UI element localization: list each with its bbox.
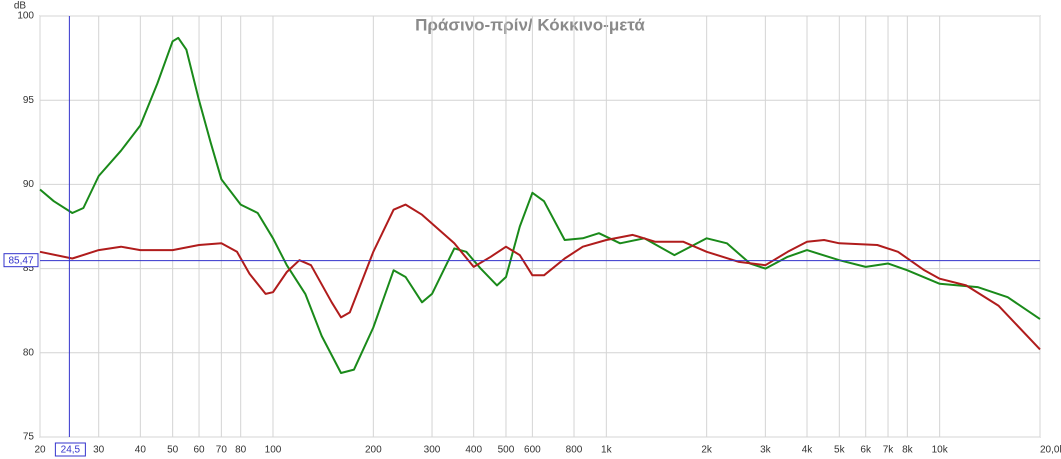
y-tick-label: 75 (23, 432, 35, 443)
x-tick-label: 100 (265, 445, 282, 456)
x-tick-label: 40 (135, 445, 147, 456)
cursor-y-box (3, 253, 39, 268)
chart-title: Πράσινο-πρίν/ Κόκκινο-μετά (415, 15, 645, 34)
x-tick-label: 60 (193, 445, 205, 456)
cursor-x-label: 24,5 (61, 445, 81, 456)
x-tick-label: 8k (902, 445, 914, 456)
x-tick-label: 2k (701, 445, 713, 456)
y-unit: dB (14, 1, 27, 12)
y-tick-label: 90 (23, 179, 35, 190)
x-tick-label: 20,0k Hz (1040, 445, 1061, 456)
x-tick-label: 400 (465, 445, 482, 456)
y-tick-label: 80 (23, 347, 35, 358)
x-tick-label: 20 (34, 445, 46, 456)
x-tick-label: 80 (235, 445, 247, 456)
y-tick-label: 85 (23, 263, 35, 274)
x-tick-label: 600 (524, 445, 541, 456)
x-tick-label: 500 (498, 445, 515, 456)
x-tick-label: 300 (424, 445, 441, 456)
series-line (39, 36, 1041, 374)
x-tick-label: 3k (760, 445, 772, 456)
y-tick-label: 95 (23, 95, 35, 106)
x-tick-label: 70 (216, 445, 228, 456)
x-tick-label: 4k (802, 445, 814, 456)
x-tick-label: 6k (860, 445, 872, 456)
x-tick-label: 30 (93, 445, 105, 456)
y-tick-label: 100 (17, 11, 34, 22)
cursor-y-label: 85,47 (8, 255, 33, 266)
x-tick-label: 1k (601, 445, 613, 456)
x-tick-label: 200 (365, 445, 382, 456)
x-tick-label: 10k (932, 445, 949, 456)
x-tick-label: 5k (834, 445, 846, 456)
series-line (39, 203, 1041, 351)
x-tick-label: 800 (566, 445, 583, 456)
cursor-x-box (54, 442, 86, 457)
x-tick-label: 50 (167, 445, 179, 456)
x-tick-label: 7k (883, 445, 895, 456)
plot-area (39, 15, 1041, 438)
